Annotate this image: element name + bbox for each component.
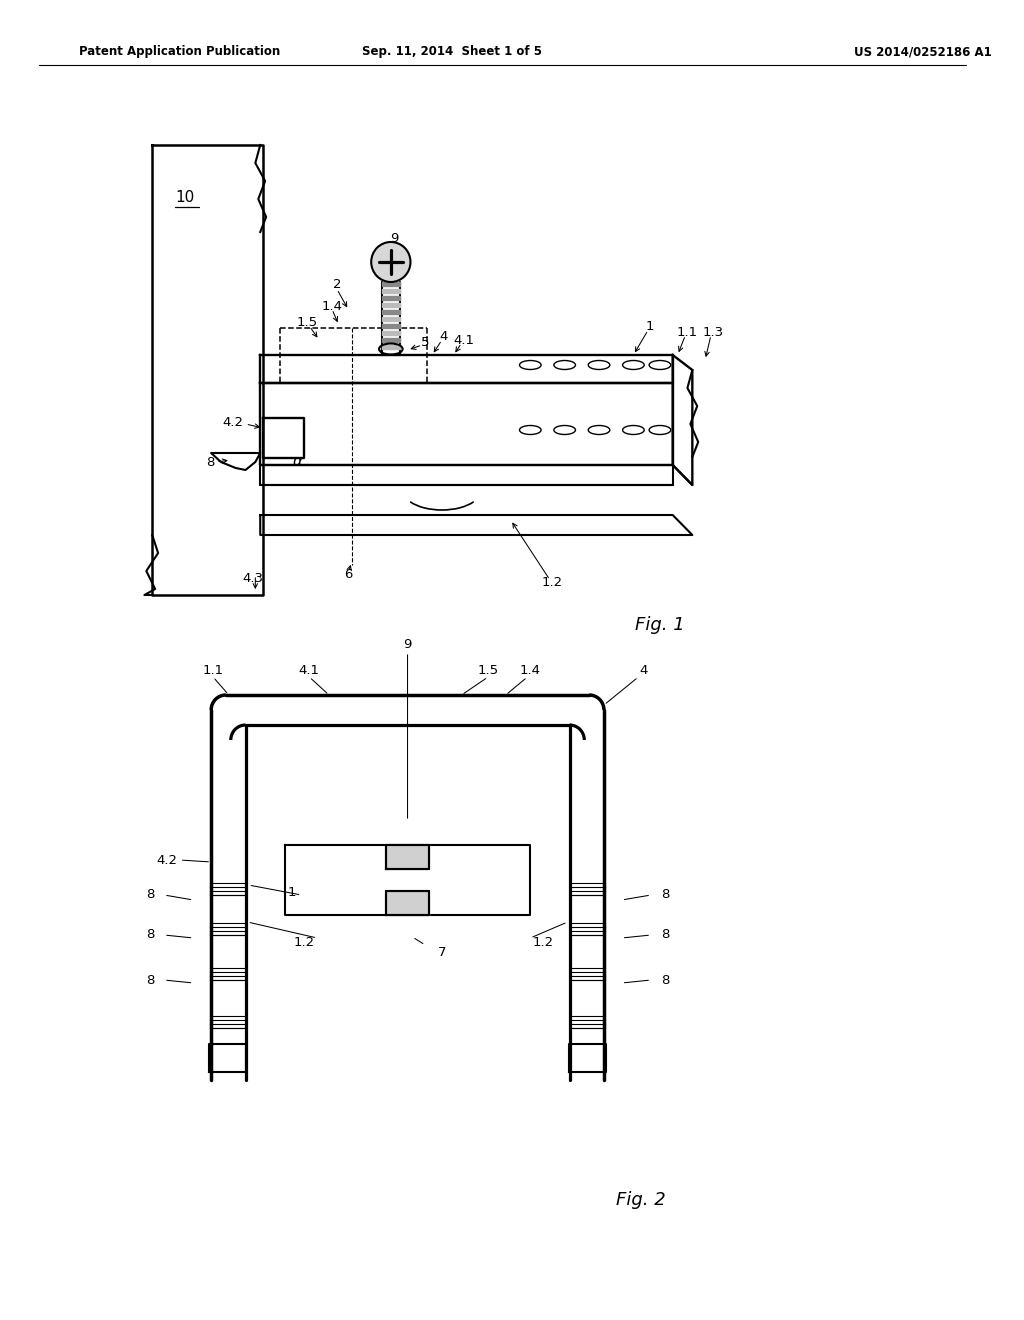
Text: 9: 9 [403, 639, 412, 652]
Text: Patent Application Publication: Patent Application Publication [79, 45, 280, 58]
Text: 8: 8 [660, 888, 669, 902]
Text: 4: 4 [439, 330, 449, 343]
Text: 4: 4 [639, 664, 647, 676]
Text: 4.2: 4.2 [157, 854, 177, 866]
Text: 8: 8 [146, 974, 155, 986]
Text: 1.2: 1.2 [294, 936, 315, 949]
Text: 1.2: 1.2 [532, 936, 554, 949]
Text: 1.4: 1.4 [322, 300, 342, 313]
Text: 1.5: 1.5 [477, 664, 499, 676]
Text: 4.1: 4.1 [453, 334, 474, 346]
Text: 8: 8 [206, 455, 214, 469]
Text: $\alpha$: $\alpha$ [292, 454, 303, 470]
Text: 6: 6 [344, 569, 353, 582]
Text: 4.3: 4.3 [243, 572, 264, 585]
Text: Sep. 11, 2014  Sheet 1 of 5: Sep. 11, 2014 Sheet 1 of 5 [361, 45, 542, 58]
Text: 8: 8 [146, 888, 155, 902]
Text: 1.2: 1.2 [542, 576, 562, 589]
Text: Fig. 2: Fig. 2 [616, 1191, 667, 1209]
Text: 10: 10 [175, 190, 195, 206]
Text: 1: 1 [288, 886, 296, 899]
Circle shape [372, 242, 411, 282]
Text: 1.1: 1.1 [203, 664, 223, 676]
Text: 9: 9 [390, 231, 399, 244]
Text: 1.4: 1.4 [520, 664, 541, 676]
Text: 7: 7 [437, 945, 446, 958]
Text: 1.5: 1.5 [297, 317, 317, 330]
Text: 8: 8 [660, 928, 669, 941]
Text: 4.1: 4.1 [299, 664, 319, 676]
Text: 1.1: 1.1 [677, 326, 698, 338]
Text: US 2014/0252186 A1: US 2014/0252186 A1 [854, 45, 992, 58]
Text: 5: 5 [421, 335, 429, 348]
Text: 2: 2 [333, 279, 341, 292]
Text: 8: 8 [660, 974, 669, 986]
Text: 1: 1 [646, 321, 654, 334]
Text: 1.3: 1.3 [702, 326, 724, 338]
Text: Fig. 1: Fig. 1 [635, 616, 685, 634]
Text: 8: 8 [146, 928, 155, 941]
Text: 4.2: 4.2 [222, 416, 244, 429]
